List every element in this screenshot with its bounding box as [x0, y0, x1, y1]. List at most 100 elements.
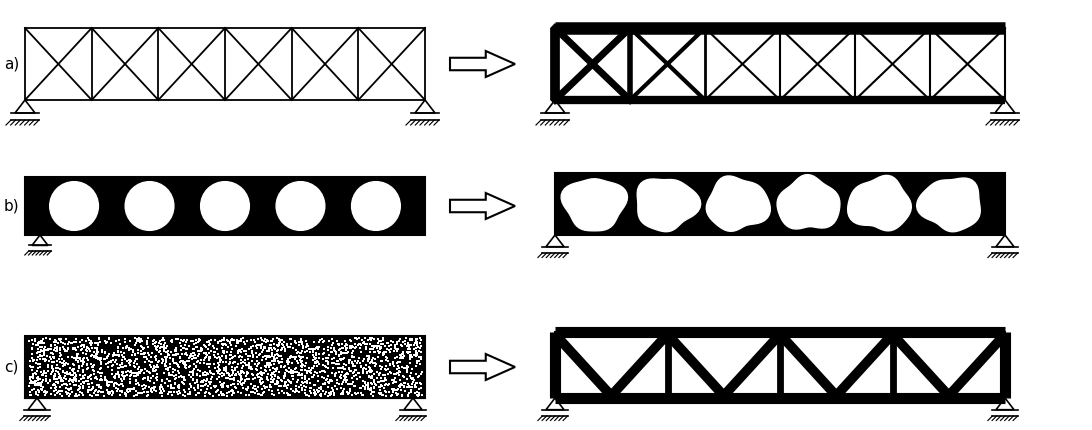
- Point: [132, 336, 150, 343]
- Point: [130, 382, 147, 389]
- Point: [93, 377, 110, 384]
- Point: [45, 359, 62, 366]
- Point: [371, 338, 389, 344]
- Point: [294, 366, 311, 373]
- Point: [351, 370, 368, 377]
- Point: [203, 337, 221, 344]
- Point: [324, 365, 342, 372]
- Point: [225, 390, 242, 396]
- Point: [205, 349, 223, 356]
- Point: [290, 339, 308, 346]
- Point: [74, 360, 92, 367]
- Point: [121, 378, 139, 385]
- Point: [52, 377, 70, 384]
- Point: [199, 346, 216, 353]
- Point: [33, 372, 50, 379]
- Point: [173, 372, 190, 379]
- Point: [110, 374, 128, 381]
- Point: [347, 335, 365, 342]
- Point: [319, 376, 336, 383]
- Point: [90, 369, 107, 376]
- Point: [189, 382, 206, 389]
- Point: [194, 372, 212, 379]
- Point: [102, 378, 119, 385]
- Point: [153, 340, 170, 347]
- Point: [70, 358, 87, 365]
- Point: [240, 362, 258, 369]
- Point: [163, 392, 180, 399]
- Point: [51, 383, 69, 390]
- Point: [35, 383, 52, 390]
- Point: [45, 346, 62, 353]
- Point: [189, 379, 206, 386]
- Point: [242, 366, 260, 372]
- Point: [117, 344, 134, 351]
- Point: [236, 339, 253, 346]
- Point: [363, 389, 380, 396]
- Point: [233, 346, 250, 353]
- Point: [46, 382, 63, 389]
- Point: [35, 350, 52, 357]
- Point: [115, 354, 132, 361]
- Point: [186, 349, 203, 356]
- Point: [224, 368, 241, 375]
- Point: [251, 379, 269, 386]
- Point: [144, 367, 162, 374]
- Point: [330, 341, 347, 347]
- Point: [112, 388, 130, 395]
- Point: [34, 336, 51, 343]
- Point: [253, 348, 271, 355]
- Point: [180, 364, 198, 371]
- Point: [402, 356, 419, 363]
- Point: [346, 367, 364, 374]
- Point: [130, 380, 147, 387]
- Point: [112, 380, 130, 387]
- Point: [188, 359, 205, 366]
- Point: [116, 375, 133, 382]
- Point: [128, 392, 145, 399]
- Point: [363, 375, 380, 381]
- Point: [210, 366, 227, 373]
- Point: [393, 355, 411, 362]
- Point: [366, 381, 383, 387]
- Point: [348, 335, 366, 342]
- Point: [281, 359, 298, 366]
- Point: [121, 359, 139, 366]
- Point: [382, 346, 400, 353]
- Point: [66, 374, 83, 381]
- Point: [361, 367, 379, 374]
- Point: [241, 352, 259, 359]
- Point: [309, 378, 327, 385]
- Point: [84, 384, 102, 390]
- Point: [264, 336, 282, 343]
- Point: [360, 363, 378, 370]
- Point: [320, 361, 337, 368]
- Point: [45, 353, 62, 360]
- Point: [332, 374, 349, 381]
- Point: [79, 378, 96, 385]
- Point: [217, 363, 235, 370]
- Point: [215, 335, 233, 342]
- Point: [394, 348, 412, 355]
- Point: [133, 344, 151, 351]
- Point: [195, 341, 213, 348]
- Point: [117, 368, 134, 375]
- Point: [198, 344, 215, 350]
- Point: [395, 383, 413, 390]
- Point: [127, 352, 144, 359]
- Point: [283, 368, 300, 375]
- Point: [293, 335, 310, 342]
- Point: [259, 371, 276, 378]
- Point: [282, 378, 299, 385]
- Point: [323, 377, 341, 384]
- Point: [365, 392, 382, 399]
- Point: [265, 360, 283, 367]
- Point: [162, 384, 179, 391]
- Point: [240, 362, 258, 369]
- Point: [389, 370, 406, 377]
- Point: [74, 379, 92, 386]
- Point: [254, 344, 272, 351]
- Point: [269, 355, 286, 362]
- Point: [228, 340, 246, 347]
- Point: [130, 335, 147, 342]
